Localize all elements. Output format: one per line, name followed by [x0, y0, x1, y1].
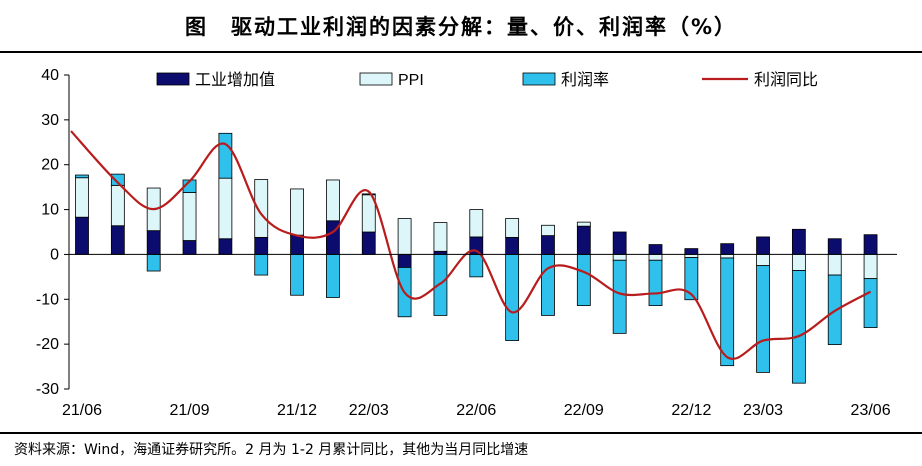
bar-segment: [827, 238, 842, 255]
y-tick-label: 40: [41, 67, 59, 84]
bar-segment: [254, 236, 269, 255]
x-tick-label: 22/06: [456, 402, 496, 419]
legend-swatch: [359, 72, 393, 86]
bar-segment: [75, 174, 89, 179]
x-tick-label: 22/09: [564, 402, 604, 419]
bar-segment: [218, 132, 233, 179]
bar-segment: [505, 236, 520, 255]
bar-segment: [612, 254, 627, 261]
bar-segment: [541, 224, 555, 236]
bar-segment: [290, 254, 304, 296]
bar-segment: [791, 270, 806, 384]
bar-segment: [218, 238, 233, 255]
line-layer: [70, 130, 872, 360]
bar-segment: [612, 259, 627, 334]
profit-yoy-line: [70, 130, 872, 360]
bar-segment: [361, 231, 376, 255]
bar-segment: [290, 188, 304, 236]
bar-segment: [791, 254, 806, 271]
bar-segment: [397, 218, 412, 255]
bar-segment: [576, 254, 591, 306]
bar-segment: [433, 254, 448, 316]
x-tick-label: 23/06: [851, 402, 891, 419]
legend-swatch: [522, 72, 556, 86]
bar-segment: [827, 254, 842, 276]
bar-segment: [791, 228, 806, 255]
legend-label: 工业增加值: [195, 71, 275, 89]
bar-segment: [469, 209, 484, 238]
x-tick-label: 21/09: [170, 402, 210, 419]
bar-segment: [146, 230, 161, 255]
bar-segment: [576, 225, 591, 255]
bar-segment: [648, 254, 663, 261]
y-tick-label: 30: [41, 112, 59, 129]
bar-segment: [326, 254, 340, 298]
source-note: 资料来源：Wind，海通证券研究所。2 月为 1-2 月累计同比，其他为当月同比…: [14, 442, 529, 458]
x-tick-label: 22/12: [671, 402, 711, 419]
chart-legend: 工业增加值 PPI 利润率 利润同比: [156, 71, 818, 89]
bar-segment: [648, 259, 663, 306]
bar-segment: [146, 254, 161, 272]
bar-segment: [863, 234, 878, 255]
footer-divider: [0, 432, 922, 434]
chart-title: 图 驱动工业利润的因素分解：量、价、利润率（%）: [184, 15, 738, 39]
legend-label: 利润率: [561, 71, 609, 89]
legend-swatch: [156, 72, 190, 86]
bar-segment: [326, 179, 340, 222]
bar-segment: [756, 236, 770, 255]
chart-plot: -30 -20 -10 0 10 20 30 40 21/06 21/09 21/12 22/03 22…: [36, 67, 897, 419]
y-tick-label: -20: [36, 336, 59, 353]
bar-segment: [75, 177, 89, 218]
bar-segment: [110, 173, 125, 186]
title-divider: [0, 51, 922, 53]
y-tick-label: 0: [50, 246, 59, 263]
axes-layer: -30 -20 -10 0 10 20 30 40 21/06 21/09 21/12 22/03 22…: [36, 67, 897, 419]
x-tick-label: 22/03: [349, 402, 389, 419]
bar-segment: [469, 254, 484, 278]
bar-segment: [254, 254, 269, 276]
bar-segment: [756, 254, 770, 267]
y-tick-label: 20: [41, 157, 59, 174]
bar-segment: [182, 192, 197, 241]
bar-segment: [756, 265, 770, 373]
bar-segment: [505, 254, 520, 341]
bar-segment: [541, 235, 555, 255]
bar-segment: [290, 234, 304, 255]
bars-layer: [75, 132, 878, 384]
x-tick-label: 21/12: [277, 402, 317, 419]
bar-segment: [110, 225, 125, 255]
legend-label: PPI: [398, 72, 424, 89]
bar-segment: [720, 254, 735, 259]
legend-label: 利润同比: [754, 71, 818, 89]
bar-segment: [648, 244, 663, 255]
bar-segment: [110, 184, 125, 227]
bar-segment: [254, 179, 269, 238]
y-tick-label: -10: [36, 291, 59, 308]
bar-segment: [505, 218, 520, 238]
bar-segment: [75, 216, 89, 255]
bar-segment: [218, 177, 233, 240]
y-tick-label: 10: [41, 202, 59, 219]
bar-segment: [684, 257, 699, 301]
bar-segment: [541, 254, 555, 316]
bar-segment: [433, 222, 448, 252]
bar-segment: [720, 243, 735, 255]
bar-segment: [182, 240, 197, 255]
bar-segment: [863, 254, 878, 280]
bar-segment: [397, 254, 412, 268]
bar-segment: [684, 248, 699, 255]
x-tick-label: 21/06: [62, 402, 102, 419]
bar-segment: [576, 221, 591, 227]
bar-segment: [612, 231, 627, 255]
y-tick-label: -30: [36, 381, 59, 398]
bar-segment: [720, 257, 735, 367]
bar-segment: [863, 278, 878, 328]
x-tick-label: 23/03: [743, 402, 783, 419]
bar-segment: [361, 193, 376, 196]
